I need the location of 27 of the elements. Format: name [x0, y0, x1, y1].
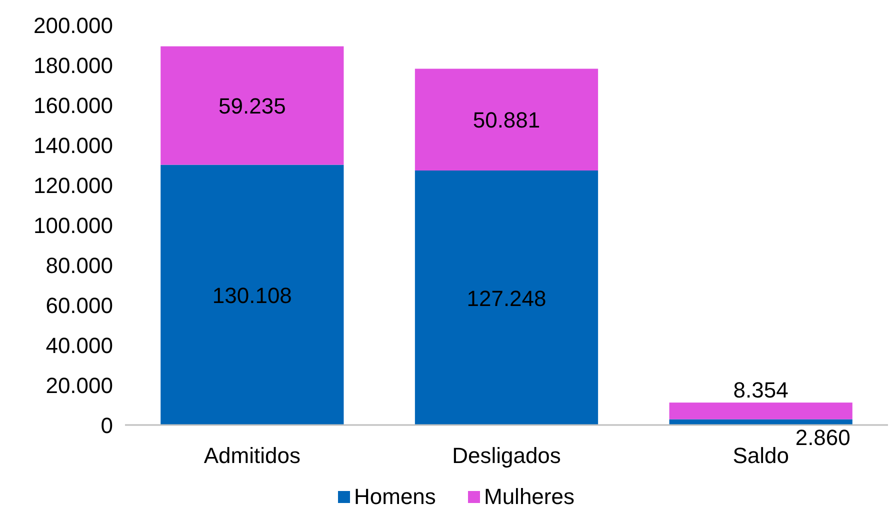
x-tick-label: Admitidos [204, 443, 300, 468]
bar [160, 164, 344, 425]
y-tick-label: 100.000 [33, 213, 113, 238]
y-tick-label: 40.000 [46, 333, 113, 358]
data-label: 130.108 [212, 282, 292, 308]
y-tick-label: 20.000 [46, 373, 113, 398]
y-tick-label: 80.000 [46, 253, 113, 278]
bar [414, 68, 598, 171]
y-tick-label: 0 [100, 413, 113, 438]
data-label: 2.860 [795, 425, 850, 450]
bar [414, 170, 598, 425]
y-tick-label: 60.000 [46, 293, 113, 318]
y-tick-label: 120.000 [33, 173, 113, 198]
data-label: 127.248 [466, 286, 546, 311]
x-tick-label: Saldo [732, 443, 789, 468]
y-tick-label: 140.000 [33, 133, 113, 158]
legend-label: Mulheres [484, 484, 574, 509]
x-tick-label: Desligados [452, 443, 561, 468]
data-label: 8.354 [733, 378, 788, 403]
y-tick-label: 180.000 [33, 53, 113, 78]
y-tick-label: 160.000 [33, 93, 113, 118]
bar [160, 46, 344, 165]
bar [669, 402, 852, 420]
legend-label: Homens [354, 484, 436, 509]
y-tick-label: 200.000 [33, 13, 113, 38]
data-label: 59.235 [218, 94, 286, 119]
data-label: 50.881 [472, 108, 540, 133]
